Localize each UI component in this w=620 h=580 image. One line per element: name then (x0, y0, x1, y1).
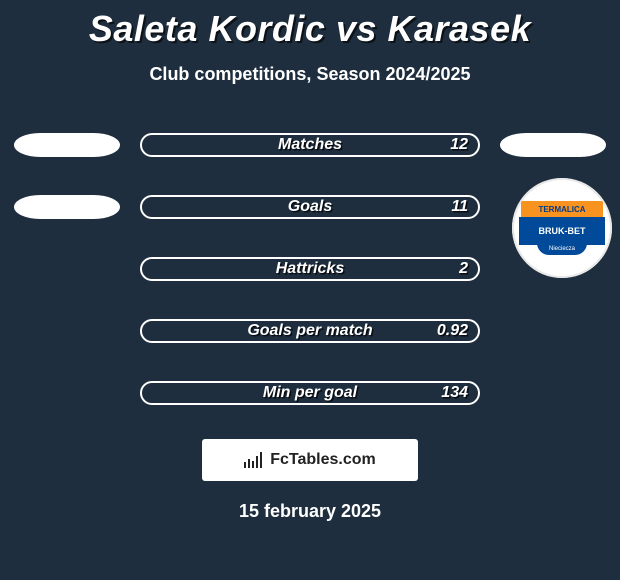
subtitle: Club competitions, Season 2024/2025 (0, 64, 620, 85)
stat-label: Min per goal (142, 384, 478, 402)
stat-value: 12 (450, 136, 468, 154)
chart-icon (244, 452, 264, 468)
logo-top-text: TERMALICA (521, 201, 603, 217)
team-logo: TERMALICA BRUK-BET Nieciecza (512, 178, 612, 278)
logo-bottom-text: Nieciecza (537, 243, 587, 255)
page-title: Saleta Kordic vs Karasek (0, 8, 620, 50)
stat-value: 2 (459, 260, 468, 278)
logo-mid-text: BRUK-BET (519, 217, 605, 245)
brand-text: FcTables.com (270, 451, 376, 469)
stat-row: Min per goal 134 (0, 373, 620, 413)
stat-label: Goals (142, 198, 478, 216)
comparison-card: Saleta Kordic vs Karasek Club competitio… (0, 8, 620, 580)
stat-label: Matches (142, 136, 478, 154)
stat-bar: Goals 11 (140, 195, 480, 219)
placeholder-oval (500, 133, 606, 157)
stat-bar: Goals per match 0.92 (140, 319, 480, 343)
stat-row: Matches 12 (0, 125, 620, 165)
left-slot (14, 125, 120, 165)
stat-bar: Min per goal 134 (140, 381, 480, 405)
stat-label: Hattricks (142, 260, 478, 278)
placeholder-oval (14, 133, 120, 157)
date-text: 15 february 2025 (0, 501, 620, 522)
right-slot (500, 373, 606, 413)
team-logo-wrap: TERMALICA BRUK-BET Nieciecza (512, 178, 612, 278)
stat-bar: Matches 12 (140, 133, 480, 157)
left-slot (14, 373, 120, 413)
right-slot (500, 125, 606, 165)
stat-bar: Hattricks 2 (140, 257, 480, 281)
stat-row: Goals per match 0.92 (0, 311, 620, 351)
brand-card: FcTables.com (202, 439, 418, 481)
stat-value: 11 (451, 198, 468, 216)
left-slot (14, 311, 120, 351)
placeholder-oval (14, 195, 120, 219)
stat-label: Goals per match (142, 322, 478, 340)
stat-value: 134 (441, 384, 468, 402)
left-slot (14, 187, 120, 227)
stat-value: 0.92 (437, 322, 468, 340)
right-slot (500, 311, 606, 351)
left-slot (14, 249, 120, 289)
